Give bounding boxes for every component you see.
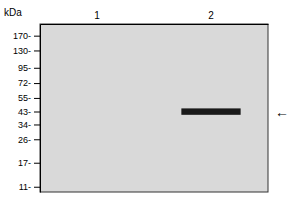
- y-tick-mark: [34, 163, 40, 164]
- y-tick-mark: [34, 187, 40, 188]
- y-tick-label: 34-: [18, 120, 31, 130]
- y-axis-line: [40, 25, 41, 193]
- y-tick-label: 72-: [18, 78, 31, 88]
- chart: 170-130-95-72-55-43-34-26-17-11-12kDa←: [0, 0, 300, 200]
- x-tick: 1: [94, 10, 100, 24]
- x-axis: 12: [41, 10, 269, 25]
- y-tick-mark: [34, 124, 40, 125]
- y-tick: 95-: [18, 63, 40, 73]
- y-tick-label: 130-: [13, 46, 31, 56]
- y-tick: 11-: [19, 182, 40, 192]
- y-tick-mark: [34, 50, 40, 51]
- y-label: kDa: [4, 7, 22, 18]
- y-tick-mark: [34, 112, 40, 113]
- y-tick-label: 95-: [18, 63, 31, 73]
- band: [181, 108, 240, 114]
- y-tick-label: 11-: [19, 182, 31, 192]
- y-tick-mark: [34, 36, 40, 37]
- y-tick-label: 26-: [18, 135, 31, 145]
- y-tick-mark: [34, 98, 40, 99]
- y-tick: 72-: [18, 78, 40, 88]
- y-tick-mark: [34, 83, 40, 84]
- y-tick: 17-: [18, 158, 40, 168]
- x-tick: 2: [208, 10, 214, 24]
- annotation: ←: [275, 104, 289, 120]
- y-tick: 170-: [13, 31, 40, 41]
- y-tick-label: 17-: [18, 158, 31, 168]
- x-tick-label: 2: [208, 10, 214, 21]
- x-axis-line: [41, 24, 269, 25]
- y-tick-mark: [34, 139, 40, 140]
- y-tick-label: 55-: [18, 93, 31, 103]
- y-tick: 34-: [18, 120, 40, 130]
- x-tick-label: 1: [94, 10, 100, 21]
- y-tick: 55-: [18, 93, 40, 103]
- plot: 170-130-95-72-55-43-34-26-17-11-12kDa←: [4, 7, 289, 193]
- y-tick-label: 170-: [13, 31, 31, 41]
- y-tick: 43-: [18, 107, 40, 117]
- y-tick-label: 43-: [18, 107, 31, 117]
- y-tick-mark: [34, 68, 40, 69]
- y-axis: 170- 130- 95- 72- 55- 43- 34- 26- 17- 11-: [13, 25, 41, 193]
- y-tick: 130-: [13, 46, 40, 56]
- y-tick: 26-: [18, 135, 40, 145]
- marks: [181, 108, 240, 114]
- plot-frame: [40, 24, 268, 192]
